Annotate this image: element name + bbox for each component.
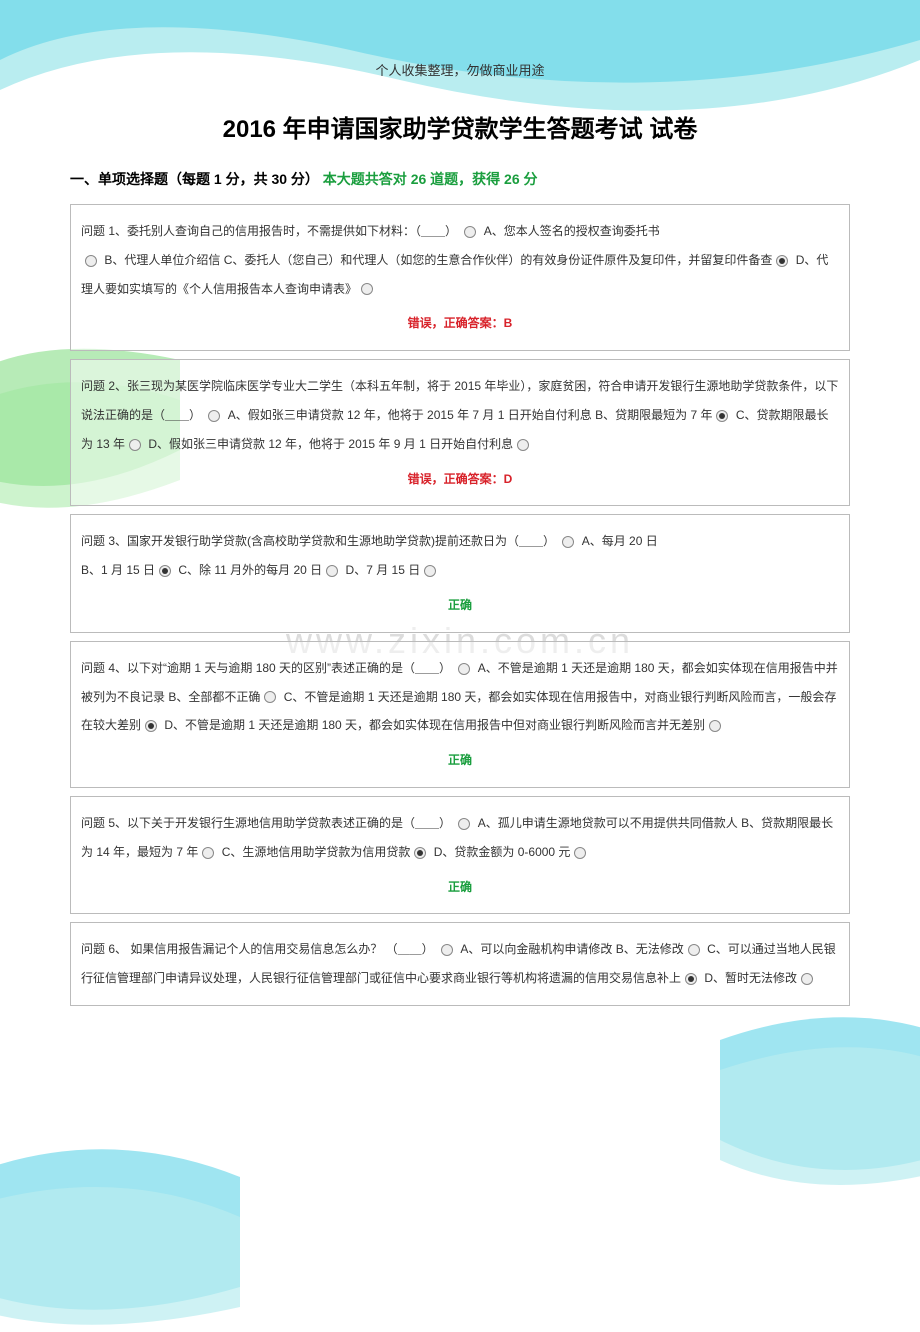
option-radio[interactable] (801, 973, 813, 985)
question-stem: 以下对“逾期 1 天与逾期 180 天的区别”表述正确的是（＿＿） (127, 661, 451, 675)
option-radio[interactable] (776, 255, 788, 267)
option-label: B、贷期限最短为 7 年 (595, 408, 712, 422)
option-radio[interactable] (688, 944, 700, 956)
option-radio[interactable] (208, 410, 220, 422)
result-text: 正确 (81, 873, 839, 902)
option-radio[interactable] (458, 818, 470, 830)
option-label: D、7 月 15 日 (346, 563, 421, 577)
result-text: 错误，正确答案：D (81, 465, 839, 494)
question-prefix: 问题 6、 (81, 942, 127, 956)
option-label: D、假如张三申请贷款 12 年，他将于 2015 年 9 月 1 日开始自付利息 (148, 437, 513, 451)
question-box: 问题 3、国家开发银行助学贷款(含高校助学贷款和生源地助学贷款)提前还款日为（＿… (70, 514, 850, 632)
option-radio[interactable] (129, 439, 141, 451)
option-radio[interactable] (145, 720, 157, 732)
option-radio[interactable] (709, 720, 721, 732)
option-radio[interactable] (685, 973, 697, 985)
question-stem: 以下关于开发银行生源地信用助学贷款表述正确的是（＿＿） (127, 816, 451, 830)
question-stem: 国家开发银行助学贷款(含高校助学贷款和生源地助学贷款)提前还款日为（＿＿） (127, 534, 555, 548)
result-text: 正确 (81, 746, 839, 775)
section-title: 一、单项选择题（每题 1 分，共 30 分） 本大题共答对 26 道题，获得 2… (70, 169, 850, 189)
option-label: D、暂时无法修改 (704, 971, 797, 985)
header-note: 个人收集整理，勿做商业用途 (70, 60, 850, 79)
option-radio[interactable] (716, 410, 728, 422)
question-box: 问题 5、以下关于开发银行生源地信用助学贷款表述正确的是（＿＿） A、孤儿申请生… (70, 796, 850, 914)
option-label: B、1 月 15 日 (81, 563, 155, 577)
page-content: 个人收集整理，勿做商业用途 2016 年申请国家助学贷款学生答题考试 试卷 一、… (0, 0, 920, 1054)
option-label: D、不管是逾期 1 天还是逾期 180 天，都会如实体现在信用报告中但对商业银行… (164, 718, 705, 732)
option-label: C、生源地信用助学贷款为信用贷款 (222, 845, 411, 859)
option-label: B、无法修改 (616, 942, 684, 956)
question-prefix: 问题 5、 (81, 816, 127, 830)
option-radio[interactable] (458, 663, 470, 675)
result-text: 正确 (81, 591, 839, 620)
question-prefix: 问题 3、 (81, 534, 127, 548)
option-radio[interactable] (441, 944, 453, 956)
option-label: A、您本人签名的授权查询委托书 (484, 224, 660, 238)
option-radio[interactable] (202, 847, 214, 859)
option-label: B、全部都不正确 (168, 690, 260, 704)
question-box: 问题 6、 如果信用报告漏记个人的信用交易信息怎么办？ （＿＿） A、可以向金融… (70, 922, 850, 1006)
option-label: A、孤儿申请生源地贷款可以不用提供共同借款人 (478, 816, 738, 830)
option-radio[interactable] (361, 283, 373, 295)
option-radio[interactable] (264, 691, 276, 703)
option-label: A、可以向金融机构申请修改 (460, 942, 612, 956)
option-label: C、除 11 月外的每月 20 日 (178, 563, 322, 577)
question-stem: 委托别人查询自己的信用报告时，不需提供如下材料：（＿＿） (127, 224, 457, 238)
section-label: 一、单项选择题（每题 1 分，共 30 分） (70, 171, 319, 187)
result-text: 错误，正确答案：B (81, 309, 839, 338)
option-radio[interactable] (85, 255, 97, 267)
option-radio[interactable] (326, 565, 338, 577)
option-radio[interactable] (424, 565, 436, 577)
option-radio[interactable] (464, 226, 476, 238)
question-prefix: 问题 1、 (81, 224, 127, 238)
option-radio[interactable] (574, 847, 586, 859)
question-box: 问题 1、委托别人查询自己的信用报告时，不需提供如下材料：（＿＿） A、您本人签… (70, 204, 850, 351)
option-label: C、委托人（您自己）和代理人（如您的生意合作伙伴）的有效身份证件原件及复印件，并… (224, 253, 773, 267)
option-label: A、每月 20 日 (582, 534, 658, 548)
option-label: A、假如张三申请贷款 12 年，他将于 2015 年 7 月 1 日开始自付利息 (228, 408, 592, 422)
option-label: B、代理人单位介绍信 (104, 253, 220, 267)
section-score: 本大题共答对 26 道题，获得 26 分 (319, 171, 538, 187)
question-prefix: 问题 2、 (81, 379, 127, 393)
question-box: 问题 4、以下对“逾期 1 天与逾期 180 天的区别”表述正确的是（＿＿） A… (70, 641, 850, 788)
option-radio[interactable] (414, 847, 426, 859)
option-label: D、贷款金额为 0-6000 元 (434, 845, 571, 859)
question-box: 问题 2、张三现为某医学院临床医学专业大二学生（本科五年制，将于 2015 年毕… (70, 359, 850, 506)
option-radio[interactable] (159, 565, 171, 577)
option-radio[interactable] (562, 536, 574, 548)
option-radio[interactable] (517, 439, 529, 451)
question-prefix: 问题 4、 (81, 661, 127, 675)
question-stem: 如果信用报告漏记个人的信用交易信息怎么办？ （＿＿） (127, 942, 434, 956)
main-title: 2016 年申请国家助学贷款学生答题考试 试卷 (70, 109, 850, 144)
